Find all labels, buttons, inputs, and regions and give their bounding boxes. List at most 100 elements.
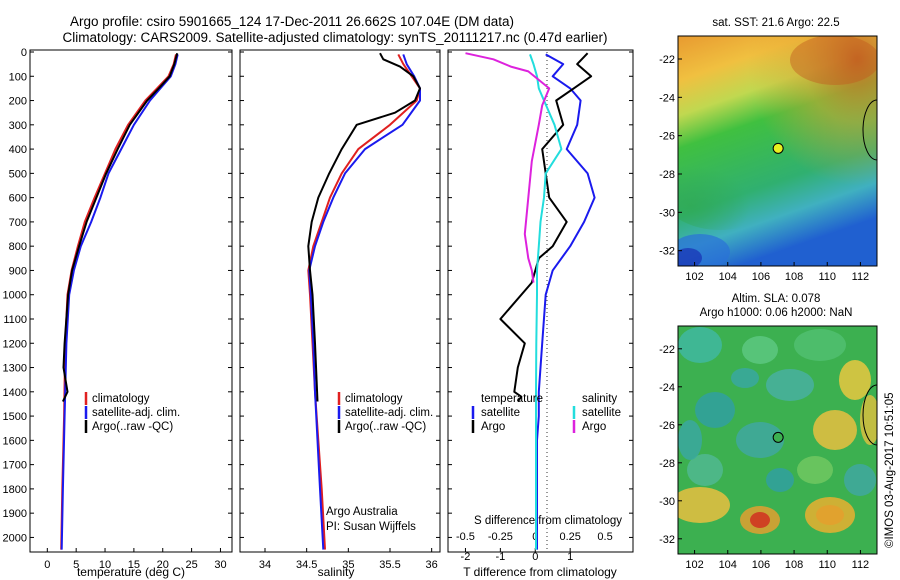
argo-position-marker-sst: [772, 142, 784, 154]
legend-label-t-satellite: satellite: [481, 407, 520, 419]
sla-map-title-line2: Argo h1000: 0.06 h2000: NaN: [700, 307, 853, 319]
difference-s-tick-label: 0.5: [597, 531, 612, 543]
sla-anomaly-patch: [766, 468, 794, 492]
map-y-tick-label: -24: [659, 382, 675, 394]
series-line-argo-raw-qc: [61, 52, 179, 402]
depth-tick-label: 1300: [3, 363, 27, 375]
depth-tick-label: 500: [9, 168, 27, 180]
map-x-tick-label: 112: [852, 559, 870, 571]
legend-title-temperature: temperature: [481, 393, 543, 405]
series-line-satellite-adj-clim: [60, 54, 179, 550]
map-y-tick-label: -32: [659, 534, 675, 546]
sla-map-title-line1: Altim. SLA: 0.078: [732, 293, 821, 305]
depth-tick-label: 600: [9, 193, 27, 205]
legend-label-climatology-sal: climatology: [345, 393, 403, 405]
salinity-x-tick-label: 35.5: [379, 559, 400, 571]
sst-map-frame: [677, 35, 878, 267]
legend-label-s-argo: Argo: [582, 421, 606, 433]
sla-anomaly-patch: [678, 420, 702, 460]
map-x-tick-label: 102: [685, 271, 703, 283]
credit-line-2: PI: Susan Wijffels: [326, 521, 416, 533]
series-line-argo-raw-qc: [307, 52, 421, 402]
map-x-tick-label: 104: [719, 271, 737, 283]
salinity-series: [307, 52, 421, 550]
figure-title-line1: Argo profile: csiro 5901665_124 17-Dec-2…: [70, 14, 514, 29]
sla-anomaly-patch: [805, 497, 855, 533]
depth-tick-label: 200: [9, 96, 27, 108]
sla-anomaly-patch: [750, 512, 770, 528]
credit-line-1: Argo Australia: [326, 506, 398, 518]
sla-anomaly-patch: [860, 395, 877, 445]
difference-x-axis: -2 -1 0 1-0.5 -0.25 0 0.25 0.5: [456, 531, 613, 563]
depth-tick-label: 700: [9, 217, 27, 229]
sst-map-field: [678, 36, 877, 266]
sla-anomaly-patch: [797, 456, 833, 484]
salinity-x-tick-label: 34.5: [296, 559, 317, 571]
map-x-tick-label: 110: [818, 271, 836, 283]
sla-anomaly-patch: [695, 392, 735, 428]
map-y-tick-label: -22: [659, 54, 675, 66]
depth-tick-label: 100: [9, 71, 27, 83]
salinity-legend: climatology satellite-adj. clim. Argo(..…: [337, 392, 433, 433]
salinity-plot-frame: [239, 49, 441, 553]
imos-stamp: ©IMOS 03-Aug-2017 10:51:05: [884, 392, 896, 548]
sla-map-frame: [677, 325, 878, 555]
legend-label-argo: Argo(..raw -QC): [92, 421, 173, 433]
difference-t-tick-label: -1: [495, 551, 505, 563]
depth-tick-label: 1800: [3, 484, 27, 496]
temperature-x-tick-label: 5: [73, 559, 79, 571]
map-x-tick-label: 104: [719, 559, 737, 571]
map-x-tick-label: 108: [785, 559, 803, 571]
depth-tick-label: 300: [9, 120, 27, 132]
temperature-plot-frame: [29, 49, 233, 553]
map-x-tick-label: 106: [752, 271, 770, 283]
sla-anomaly-patch: [844, 464, 876, 496]
difference-legend: temperature salinity satellite Argo sate…: [471, 393, 621, 433]
depth-tick-label: 1400: [3, 387, 27, 399]
figure-title-line2: Climatology: CARS2009. Satellite-adjuste…: [62, 30, 607, 45]
argo-position-marker-sla: [772, 431, 784, 443]
map-x-tick-label: 106: [752, 559, 770, 571]
difference-t-tick-label: 0: [532, 551, 538, 563]
map-x-tick-label: 112: [852, 271, 870, 283]
map-y-tick-label: -26: [659, 131, 675, 143]
depth-tick-label: 2000: [3, 532, 27, 544]
temperature-x-tick-label: 10: [99, 559, 111, 571]
map-y-tick-label: -32: [659, 246, 675, 258]
sla-anomaly-patch: [766, 369, 814, 401]
depth-tick-label: 900: [9, 265, 27, 277]
temperature-x-tick-label: 30: [214, 559, 226, 571]
salinity-x-tick-label: 35: [342, 559, 354, 571]
sla-anomaly-patch: [794, 329, 846, 361]
temperature-x-tick-label: 0: [44, 559, 50, 571]
depth-axis: 0 100 200 300 400 500 600 700 800 900 1000 1100 1200…: [3, 47, 633, 544]
sla-anomaly-patch: [687, 454, 723, 486]
map-y-tick-label: -30: [659, 207, 675, 219]
temperature-legend: climatology satellite-adj. clim. Argo(..…: [84, 392, 180, 433]
depth-tick-label: 400: [9, 144, 27, 156]
s-difference-label: S difference from climatology: [474, 515, 622, 527]
sla-anomaly-patch: [678, 327, 722, 363]
legend-label-satellite-sal: satellite-adj. clim.: [345, 407, 433, 419]
map-x-tick-label: 110: [818, 559, 836, 571]
difference-series: [465, 52, 596, 550]
sla-eddy-contour: [862, 384, 877, 446]
difference-s-tick-label: -0.25: [488, 531, 513, 543]
t-difference-label: T difference from climatology: [463, 565, 617, 579]
sst-map-title: sat. SST: 21.6 Argo: 22.5: [712, 17, 839, 29]
map-y-tick-label: -30: [659, 496, 675, 508]
sla-anomaly-patch: [839, 360, 871, 400]
legend-label-climatology: climatology: [92, 393, 150, 405]
sla-anomaly-patch: [813, 410, 857, 450]
difference-t-tick-label: 1: [567, 551, 573, 563]
salinity-x-label: salinity: [318, 565, 355, 579]
sla-map-axes: 102 104 106 108 110 112 -22 -24 -26 -28 -30 -32: [659, 344, 869, 571]
depth-tick-label: 800: [9, 241, 27, 253]
map-y-tick-label: -28: [659, 169, 675, 181]
depth-tick-label: 1900: [3, 508, 27, 520]
sla-anomaly-patch: [736, 422, 784, 458]
depth-tick-label: 0: [21, 47, 27, 59]
depth-tick-label: 1700: [3, 460, 27, 472]
salinity-x-tick-label: 36: [426, 559, 438, 571]
